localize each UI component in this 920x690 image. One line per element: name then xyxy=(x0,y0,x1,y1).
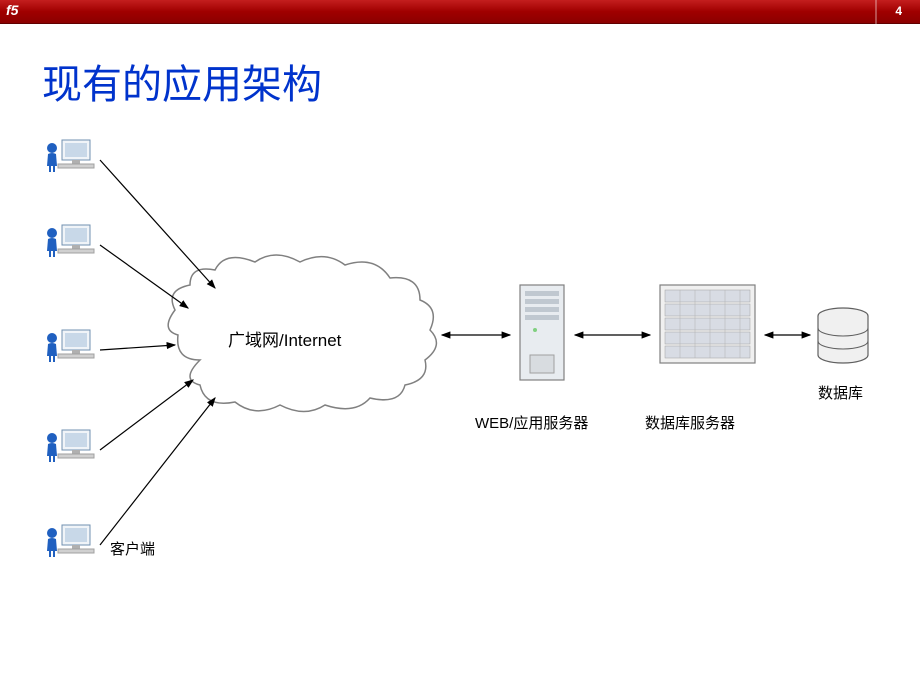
client-icon xyxy=(47,430,94,462)
database-icon xyxy=(818,308,868,363)
architecture-diagram xyxy=(0,0,920,690)
client-icon xyxy=(47,225,94,257)
arrow-line xyxy=(100,160,215,288)
client-icon xyxy=(47,525,94,557)
client-icon xyxy=(47,330,94,362)
arrow-line xyxy=(100,245,188,308)
web-server-icon xyxy=(520,285,564,380)
db-server-icon xyxy=(660,285,755,363)
cloud-label: 广域网/Internet xyxy=(228,326,341,351)
database-label: 数据库 xyxy=(818,382,863,403)
arrow-line xyxy=(100,345,175,350)
client-icon xyxy=(47,140,94,172)
client-label: 客户端 xyxy=(110,538,155,559)
db-server-label: 数据库服务器 xyxy=(645,412,735,433)
web-server-label: WEB/应用服务器 xyxy=(475,412,588,433)
arrow-line xyxy=(100,380,193,450)
arrow-line xyxy=(100,398,215,545)
